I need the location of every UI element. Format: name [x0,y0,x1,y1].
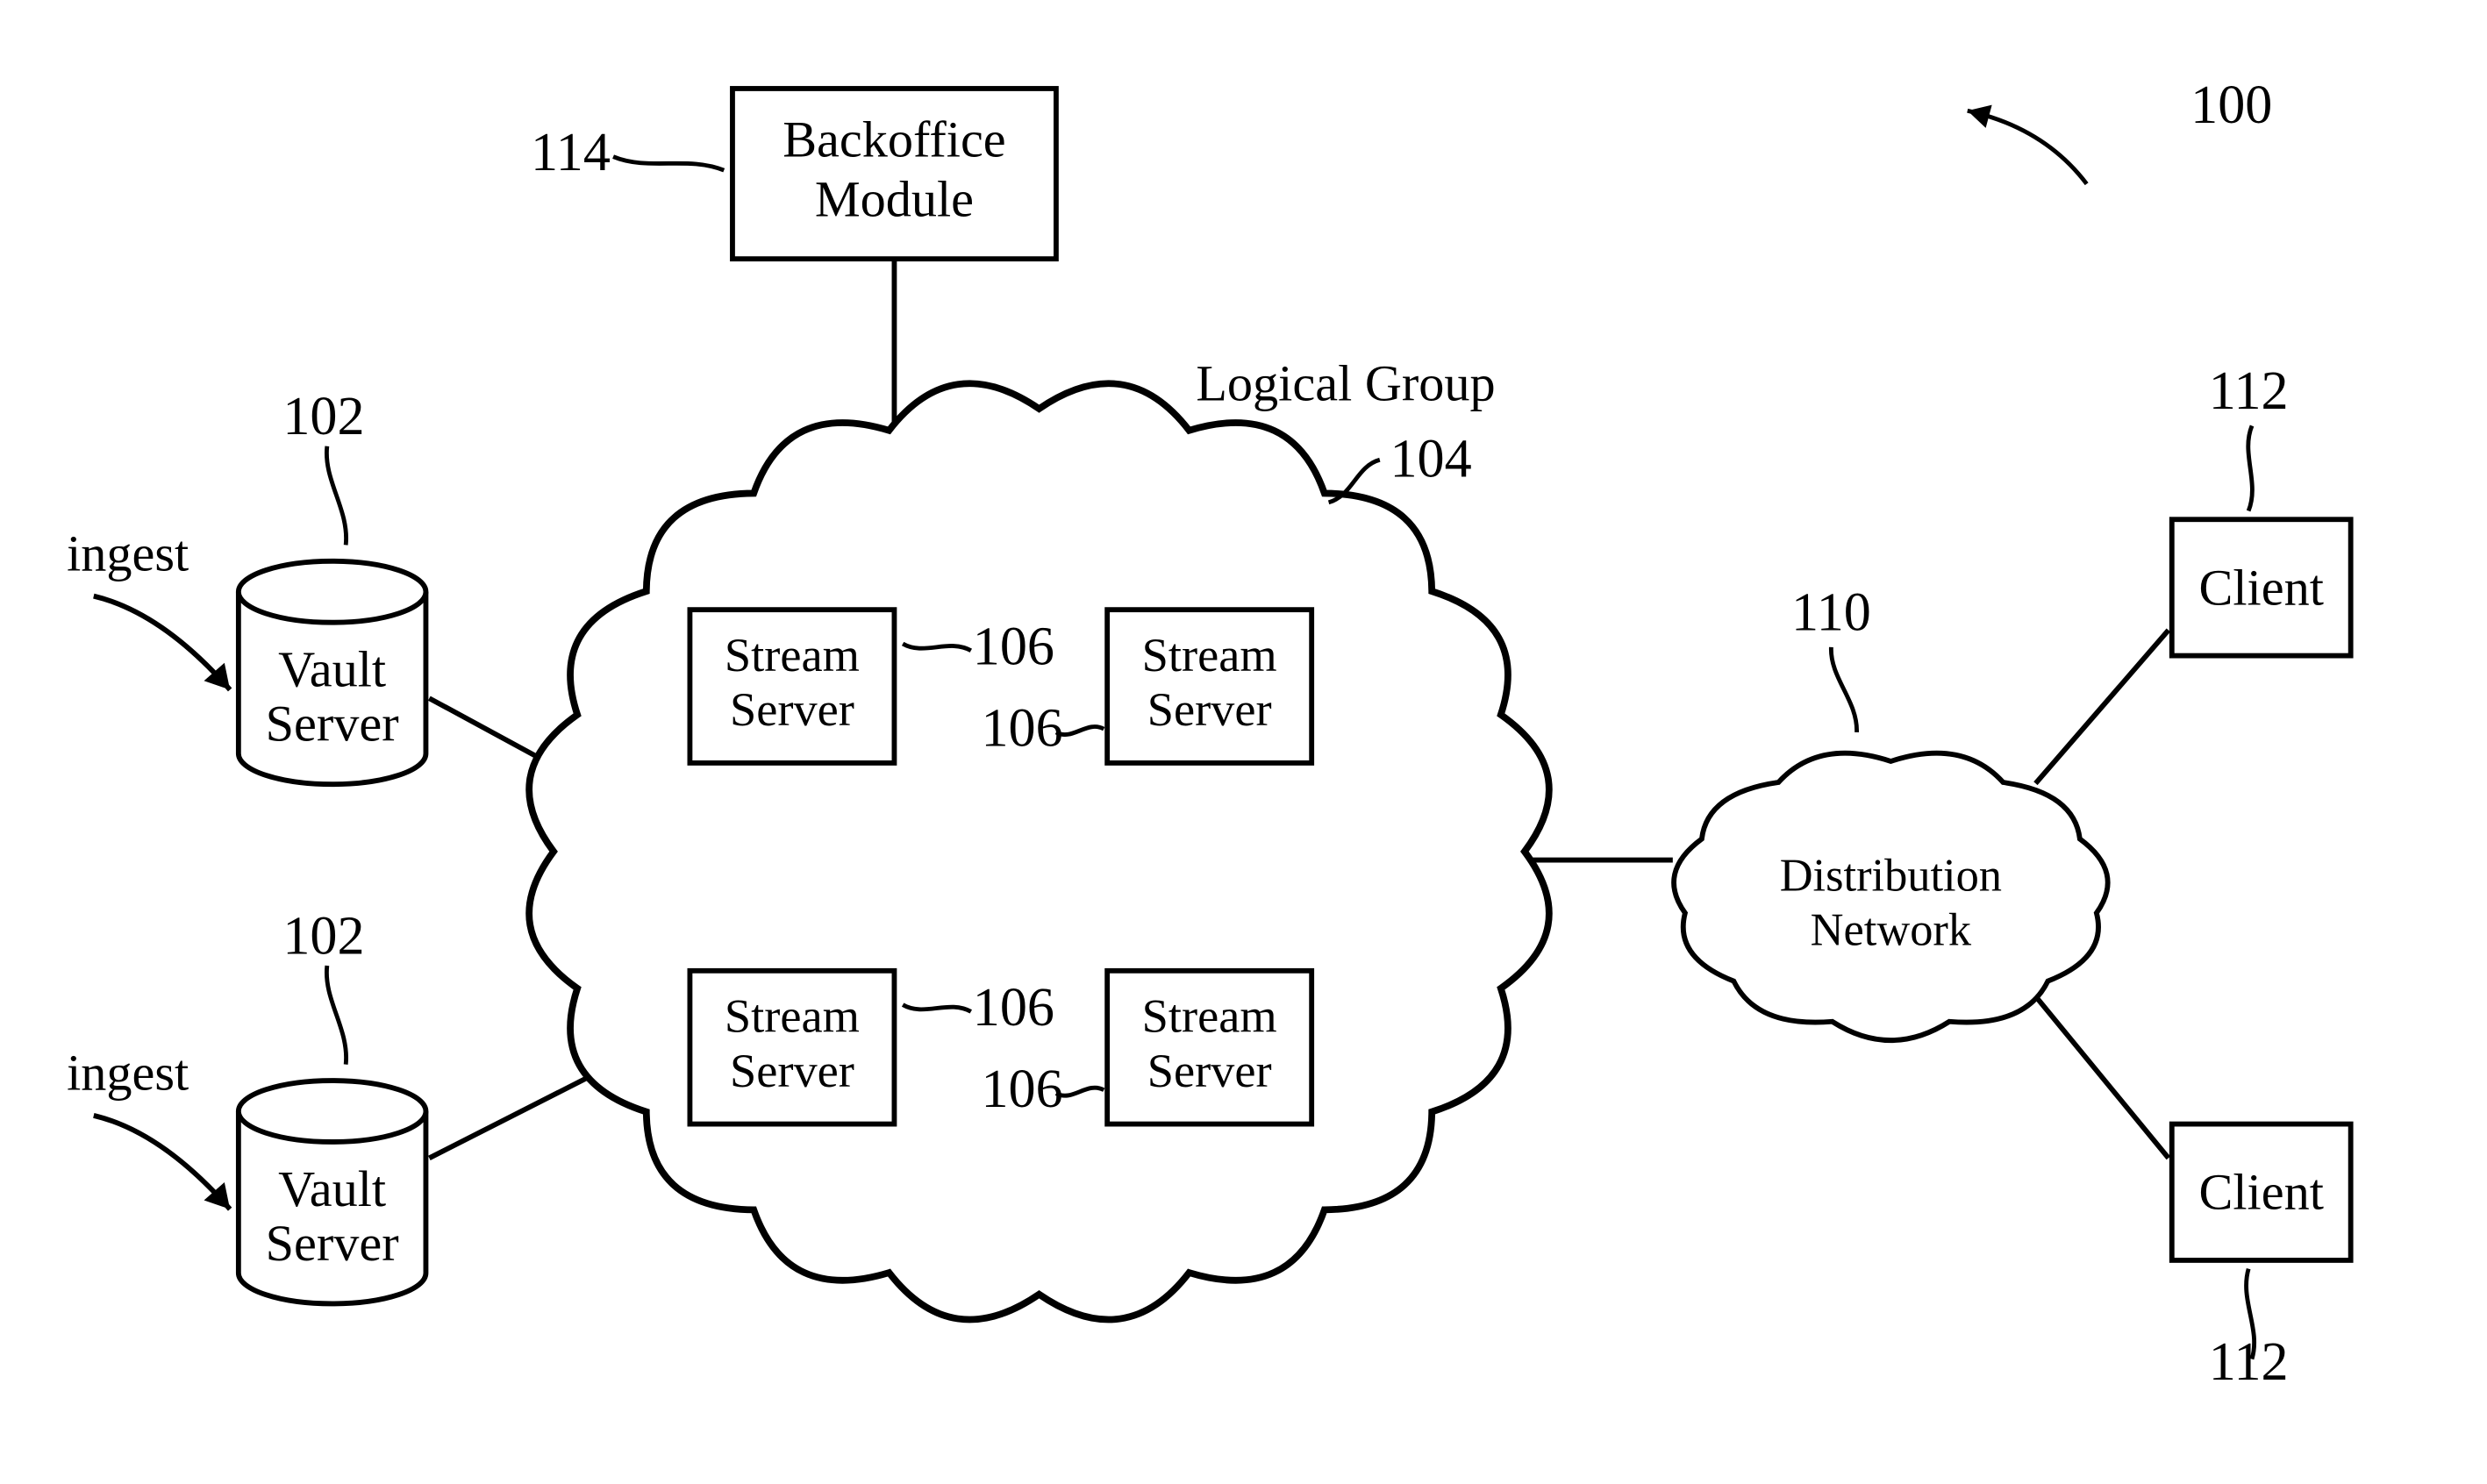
svg-text:Logical Group: Logical Group [1196,354,1495,411]
svg-text:106: 106 [973,978,1054,1038]
logical-group-cloud [529,383,1549,1319]
svg-text:100: 100 [2190,75,2272,135]
svg-text:ingest: ingest [67,524,189,581]
svg-text:Vault: Vault [278,641,386,698]
svg-text:Server: Server [1147,683,1272,736]
svg-text:Module: Module [815,171,974,228]
svg-text:Client: Client [2199,559,2324,616]
svg-text:Server: Server [266,1215,399,1272]
svg-text:Server: Server [1147,1045,1272,1097]
svg-text:Network: Network [1811,905,1972,956]
svg-text:Distribution: Distribution [1780,851,2002,902]
svg-text:Stream: Stream [1142,629,1277,681]
svg-text:Client: Client [2199,1164,2324,1221]
svg-text:104: 104 [1390,430,1472,489]
svg-text:Vault: Vault [278,1160,386,1217]
svg-text:112: 112 [2209,1332,2289,1392]
svg-text:110: 110 [1791,582,1871,642]
svg-text:Stream: Stream [725,629,860,681]
svg-text:102: 102 [282,906,364,966]
svg-text:ingest: ingest [67,1045,189,1102]
svg-text:106: 106 [981,1059,1062,1119]
svg-text:Backoffice: Backoffice [783,111,1005,168]
svg-text:Server: Server [266,696,399,753]
svg-text:Server: Server [730,1045,854,1097]
svg-text:Stream: Stream [1142,990,1277,1043]
svg-text:102: 102 [282,387,364,446]
svg-text:112: 112 [2209,361,2289,421]
svg-text:114: 114 [531,123,611,182]
svg-text:Server: Server [730,683,854,736]
svg-text:Stream: Stream [725,990,860,1043]
svg-text:106: 106 [973,617,1054,676]
network-diagram: BackofficeModule 114 Logical Group 104 Strea… [0,0,2487,1481]
svg-text:106: 106 [981,698,1062,758]
